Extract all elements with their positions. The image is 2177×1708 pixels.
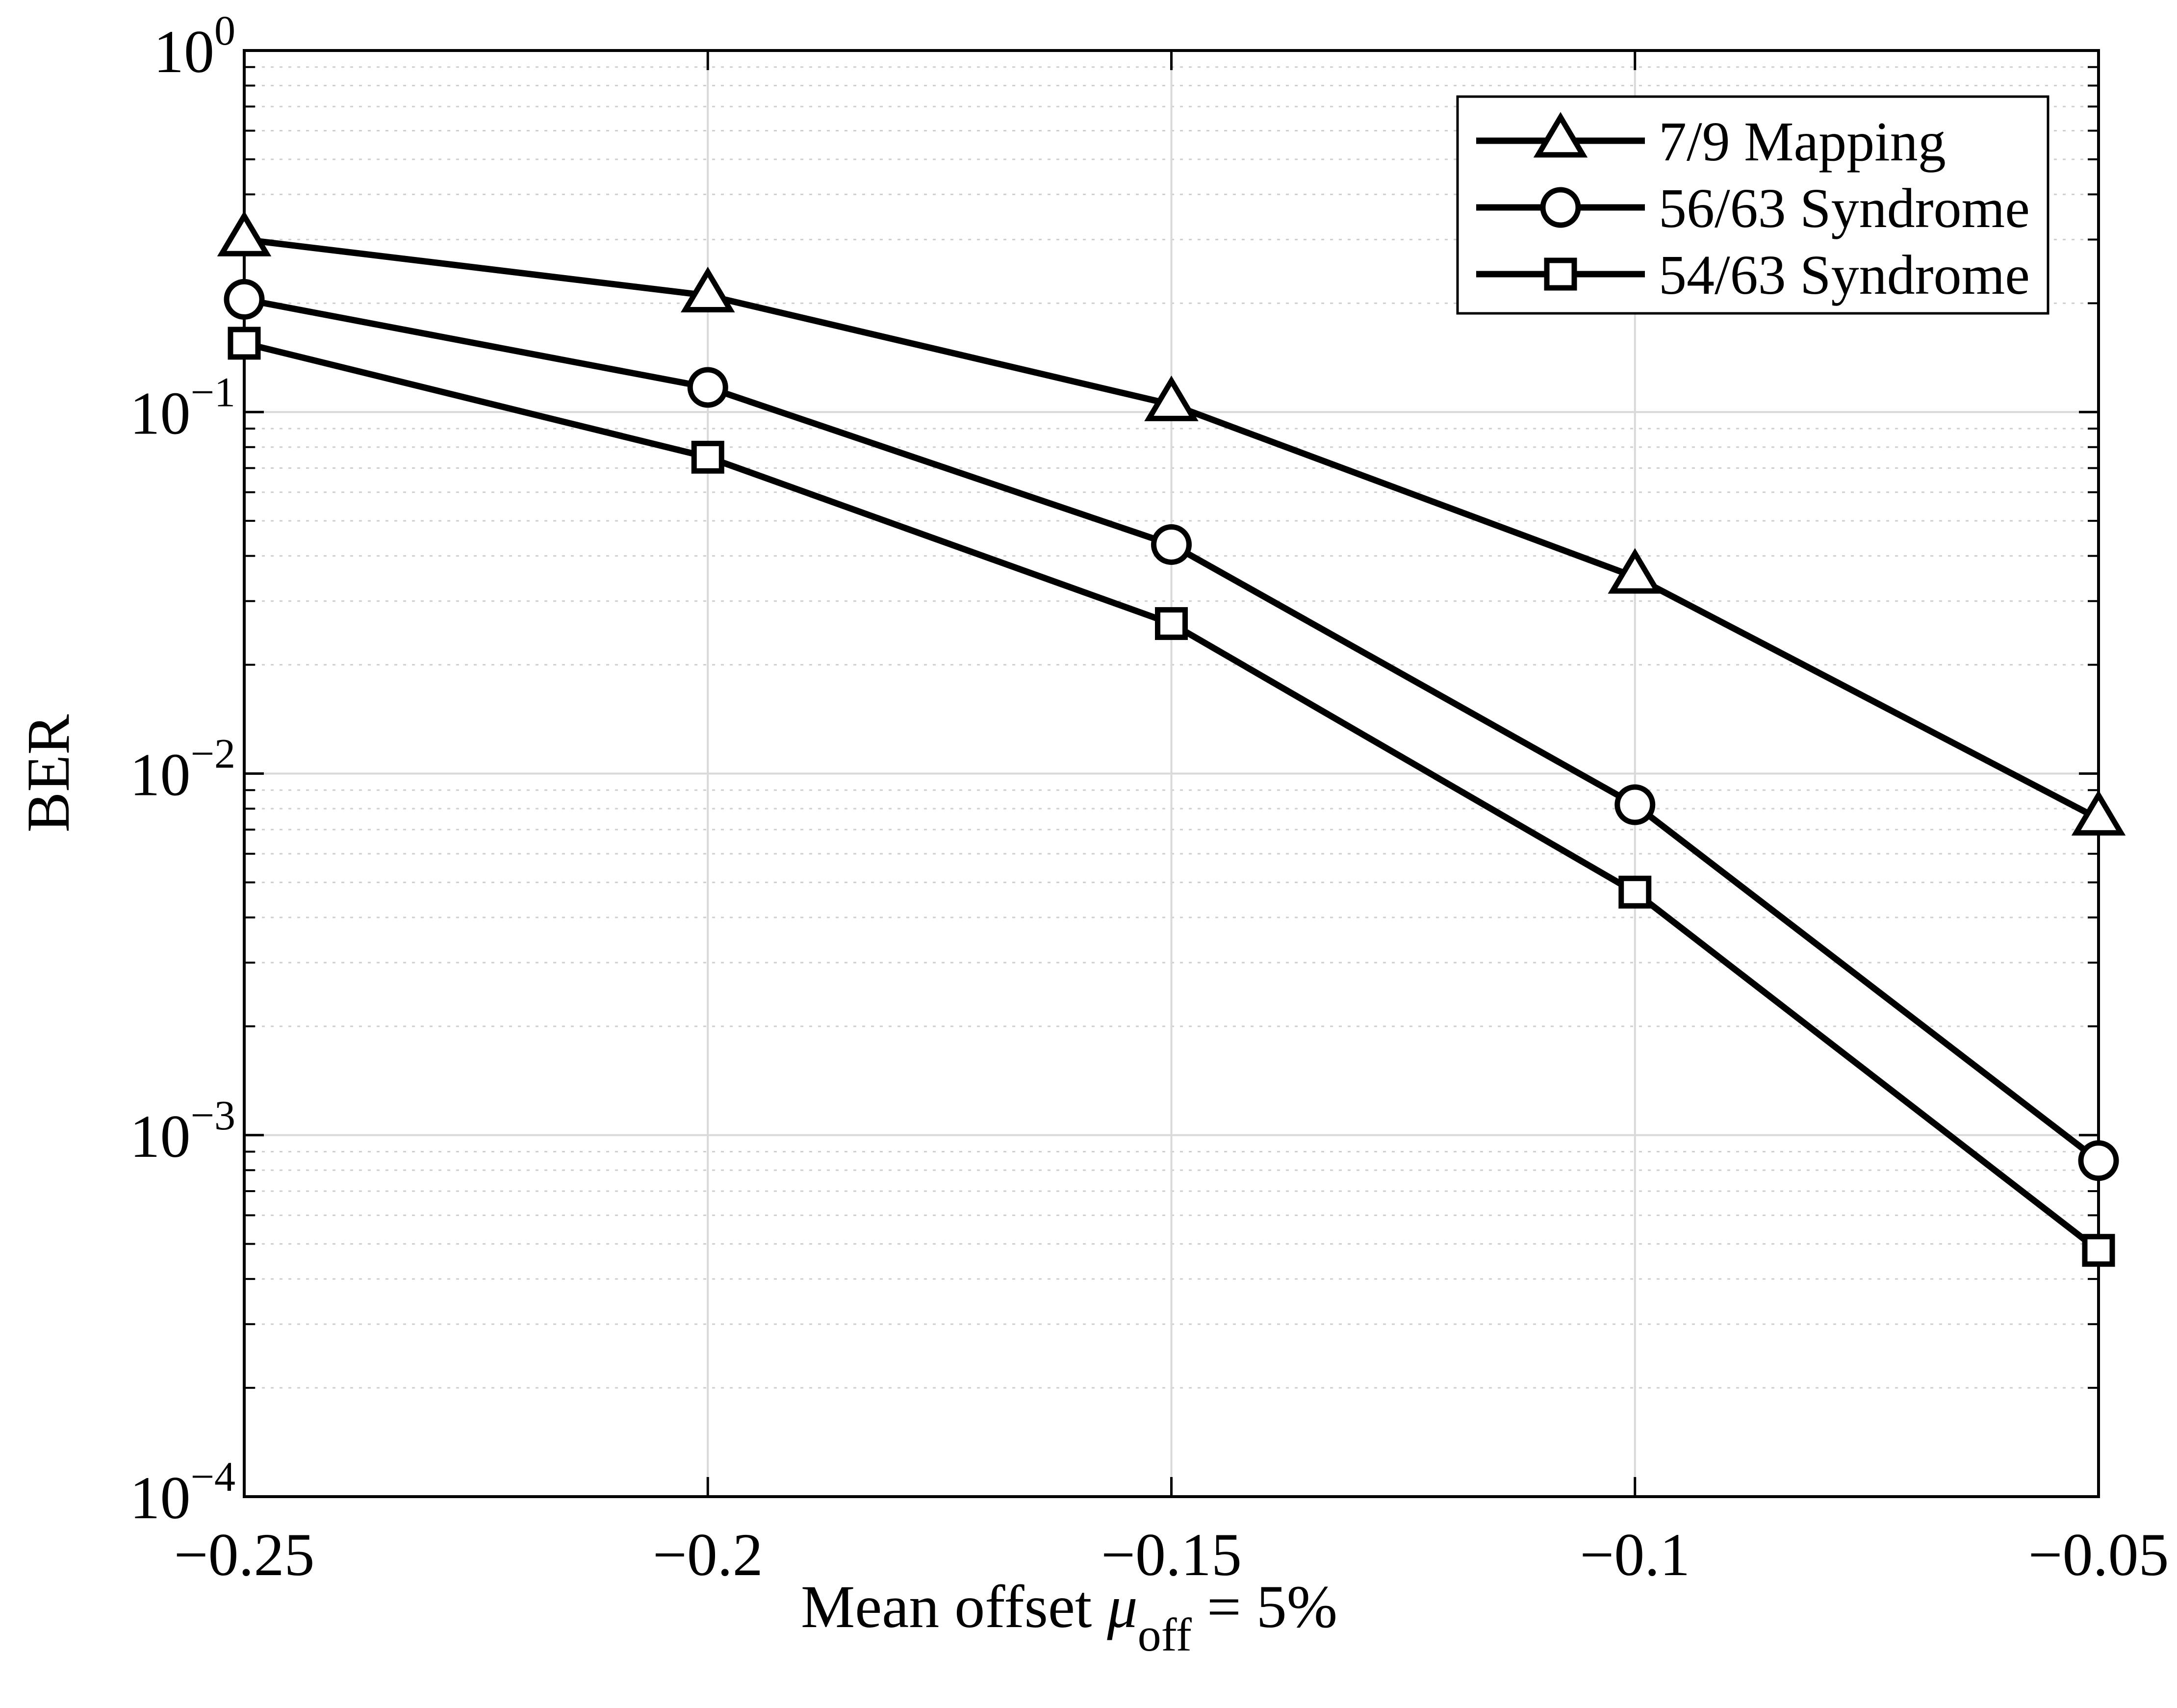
data-point-triangle <box>680 266 735 312</box>
y-tick-exponent: −3 <box>190 1092 235 1139</box>
data-point-square <box>691 440 724 474</box>
data-point-circle <box>1151 524 1192 565</box>
y-tick-base: 10 <box>129 741 190 809</box>
data-point-triangle <box>1144 375 1199 421</box>
data-point-square <box>2082 1234 2115 1267</box>
x-tick-label: −0.15 <box>1101 1521 1242 1588</box>
x-tick-label: −0.1 <box>1580 1521 1690 1588</box>
legend-label: 54/63 Syndrome <box>1659 244 2030 306</box>
legend-marker-triangle <box>1533 112 1588 158</box>
y-tick-exponent: −1 <box>190 368 235 415</box>
y-tick-exponent: −4 <box>190 1453 235 1500</box>
y-tick-exponent: −2 <box>190 730 235 777</box>
y-tick-label: 100 <box>154 7 235 85</box>
x-tick-labels: −0.25 −0.2 −0.15 −0.1 −0.05 <box>174 1521 2169 1588</box>
grid <box>243 50 2100 1498</box>
x-axis-label: Mean offset μoff = 5% <box>801 1573 1337 1661</box>
data-point-triangle <box>217 210 272 256</box>
data-point-square <box>1155 607 1188 640</box>
y-tick-label: 10−2 <box>129 730 235 809</box>
data-point-square <box>228 327 261 360</box>
x-axis-label-subscript: off <box>1138 1608 1192 1661</box>
series-triangle <box>217 210 2126 836</box>
x-axis-label-suffix: = 5% <box>1192 1573 1337 1640</box>
x-tick-label: −0.2 <box>653 1521 763 1588</box>
legend-label: 7/9 Mapping <box>1659 110 1946 173</box>
y-tick-label: 10−1 <box>129 368 235 447</box>
data-point-circle <box>224 279 265 320</box>
data-point-circle <box>2078 1140 2119 1181</box>
y-tick-base: 10 <box>154 18 214 85</box>
legend-entry: 7/9 Mapping <box>1476 110 1946 173</box>
y-tick-base: 10 <box>129 380 190 447</box>
series-square <box>228 327 2115 1267</box>
y-axis-label: BER <box>15 714 82 832</box>
legend-label: 56/63 Syndrome <box>1659 177 2030 239</box>
x-tick-label: −0.25 <box>174 1521 315 1588</box>
x-axis-label-main: Mean offset <box>801 1573 1107 1640</box>
data-point-triangle <box>1608 548 1663 594</box>
data-point-square <box>1618 875 1652 909</box>
series <box>217 210 2126 1267</box>
series-circle <box>224 279 2119 1181</box>
data-point-triangle <box>2071 790 2126 836</box>
x-tick-label: −0.05 <box>2028 1521 2169 1588</box>
y-tick-base: 10 <box>129 1464 190 1531</box>
data-point-circle <box>1614 784 1656 825</box>
y-tick-label: 10−4 <box>129 1453 235 1531</box>
legend-entry: 56/63 Syndrome <box>1476 177 2030 239</box>
data-point-circle <box>687 367 728 408</box>
x-axis-label-symbol: μ <box>1106 1573 1137 1640</box>
legend-marker-circle <box>1540 187 1581 228</box>
y-tick-exponent: 0 <box>214 7 235 54</box>
legend-marker-square <box>1544 257 1577 291</box>
legend-entry: 54/63 Syndrome <box>1476 244 2030 306</box>
y-tick-base: 10 <box>129 1103 190 1170</box>
plot-frame <box>243 49 2100 1498</box>
y-tick-label: 10−3 <box>129 1092 235 1170</box>
